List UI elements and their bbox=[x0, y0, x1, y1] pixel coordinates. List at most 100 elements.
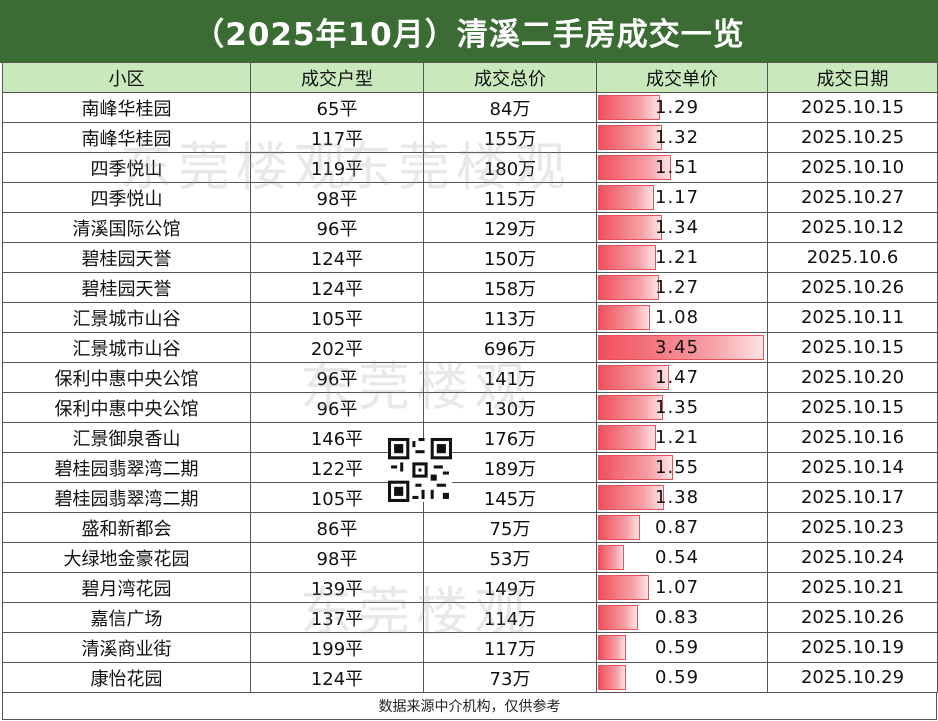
deal-date: 2025.10.19 bbox=[768, 633, 938, 663]
deal-date: 2025.10.6 bbox=[768, 243, 938, 273]
layout-size: 65平 bbox=[251, 93, 424, 123]
community-name: 汇景城市山谷 bbox=[3, 333, 251, 363]
header-date: 成交日期 bbox=[768, 63, 938, 93]
layout-size: 86平 bbox=[251, 513, 424, 543]
qr-code-icon bbox=[388, 438, 452, 502]
unit-price-cell: 1.47 bbox=[597, 363, 768, 393]
unit-price-bar bbox=[598, 605, 638, 630]
deal-date: 2025.10.25 bbox=[768, 123, 938, 153]
unit-price-bar bbox=[598, 395, 663, 420]
community-name: 汇景城市山谷 bbox=[3, 303, 251, 333]
deal-date: 2025.10.21 bbox=[768, 573, 938, 603]
unit-price-bar bbox=[598, 95, 660, 120]
community-name: 清溪商业街 bbox=[3, 633, 251, 663]
total-price: 155万 bbox=[424, 123, 597, 153]
deal-date: 2025.10.11 bbox=[768, 303, 938, 333]
unit-price-value: 1.35 bbox=[655, 397, 700, 418]
community-name: 汇景御泉香山 bbox=[3, 423, 251, 453]
deal-date: 2025.10.15 bbox=[768, 333, 938, 363]
unit-price-cell: 1.38 bbox=[597, 483, 768, 513]
total-price: 129万 bbox=[424, 213, 597, 243]
page-title: （2025年10月）清溪二手房成交一览 bbox=[0, 0, 938, 63]
table-row: 清溪国际公馆 96平 129万 1.34 2025.10.12 bbox=[3, 213, 938, 243]
deal-date: 2025.10.10 bbox=[768, 153, 938, 183]
total-price: 696万 bbox=[424, 333, 597, 363]
layout-size: 137平 bbox=[251, 603, 424, 633]
unit-price-bar bbox=[598, 125, 662, 150]
unit-price-value: 1.21 bbox=[655, 247, 700, 268]
deal-date: 2025.10.27 bbox=[768, 183, 938, 213]
unit-price-cell: 1.35 bbox=[597, 393, 768, 423]
layout-size: 96平 bbox=[251, 363, 424, 393]
total-price: 73万 bbox=[424, 663, 597, 693]
unit-price-value: 0.83 bbox=[655, 607, 700, 628]
unit-price-bar bbox=[598, 515, 640, 540]
unit-price-cell: 1.07 bbox=[597, 573, 768, 603]
layout-size: 98平 bbox=[251, 183, 424, 213]
community-name: 碧桂园天誉 bbox=[3, 243, 251, 273]
deal-date: 2025.10.24 bbox=[768, 543, 938, 573]
total-price: 176万 bbox=[424, 423, 597, 453]
deal-date: 2025.10.16 bbox=[768, 423, 938, 453]
table-row: 大绿地金豪花园 98平 53万 0.54 2025.10.24 bbox=[3, 543, 938, 573]
transaction-table: 小区 成交户型 成交总价 成交单价 成交日期 南峰华桂园 65平 84万 1.29 20… bbox=[2, 62, 938, 693]
community-name: 康怡花园 bbox=[3, 663, 251, 693]
total-price: 158万 bbox=[424, 273, 597, 303]
unit-price-bar bbox=[598, 185, 654, 210]
unit-price-bar bbox=[598, 275, 659, 300]
unit-price-value: 1.29 bbox=[655, 97, 700, 118]
table-row: 嘉信广场 137平 114万 0.83 2025.10.26 bbox=[3, 603, 938, 633]
header-unit-price: 成交单价 bbox=[597, 63, 768, 93]
community-name: 盛和新都会 bbox=[3, 513, 251, 543]
deal-date: 2025.10.14 bbox=[768, 453, 938, 483]
unit-price-cell: 1.51 bbox=[597, 153, 768, 183]
unit-price-value: 0.87 bbox=[655, 517, 700, 538]
layout-size: 98平 bbox=[251, 543, 424, 573]
total-price: 130万 bbox=[424, 393, 597, 423]
unit-price-bar bbox=[598, 635, 626, 660]
total-price: 84万 bbox=[424, 93, 597, 123]
total-price: 115万 bbox=[424, 183, 597, 213]
deal-date: 2025.10.15 bbox=[768, 93, 938, 123]
unit-price-value: 0.54 bbox=[655, 547, 700, 568]
total-price: 180万 bbox=[424, 153, 597, 183]
layout-size: 199平 bbox=[251, 633, 424, 663]
deal-date: 2025.10.26 bbox=[768, 603, 938, 633]
total-price: 149万 bbox=[424, 573, 597, 603]
layout-size: 202平 bbox=[251, 333, 424, 363]
community-name: 碧桂园翡翠湾二期 bbox=[3, 453, 251, 483]
deal-date: 2025.10.23 bbox=[768, 513, 938, 543]
layout-size: 124平 bbox=[251, 243, 424, 273]
community-name: 四季悦山 bbox=[3, 183, 251, 213]
community-name: 南峰华桂园 bbox=[3, 123, 251, 153]
table-header-row: 小区 成交户型 成交总价 成交单价 成交日期 bbox=[3, 63, 938, 93]
table-row: 盛和新都会 86平 75万 0.87 2025.10.23 bbox=[3, 513, 938, 543]
layout-size: 124平 bbox=[251, 273, 424, 303]
table-row: 四季悦山 119平 180万 1.51 2025.10.10 bbox=[3, 153, 938, 183]
layout-size: 117平 bbox=[251, 123, 424, 153]
unit-price-value: 1.34 bbox=[655, 217, 700, 238]
table-row: 碧桂园天誉 124平 150万 1.21 2025.10.6 bbox=[3, 243, 938, 273]
unit-price-value: 3.45 bbox=[655, 337, 700, 358]
unit-price-cell: 1.17 bbox=[597, 183, 768, 213]
unit-price-bar bbox=[598, 455, 673, 480]
total-price: 141万 bbox=[424, 363, 597, 393]
table-row: 康怡花园 124平 73万 0.59 2025.10.29 bbox=[3, 663, 938, 693]
deal-date: 2025.10.26 bbox=[768, 273, 938, 303]
deal-date: 2025.10.17 bbox=[768, 483, 938, 513]
table-row: 四季悦山 98平 115万 1.17 2025.10.27 bbox=[3, 183, 938, 213]
total-price: 75万 bbox=[424, 513, 597, 543]
table-row: 保利中惠中央公馆 96平 141万 1.47 2025.10.20 bbox=[3, 363, 938, 393]
layout-size: 105平 bbox=[251, 303, 424, 333]
header-community: 小区 bbox=[3, 63, 251, 93]
unit-price-value: 1.08 bbox=[655, 307, 700, 328]
unit-price-value: 1.27 bbox=[655, 277, 700, 298]
table-row: 汇景御泉香山 146平 176万 1.21 2025.10.16 bbox=[3, 423, 938, 453]
total-price: 113万 bbox=[424, 303, 597, 333]
table-row: 汇景城市山谷 105平 113万 1.08 2025.10.11 bbox=[3, 303, 938, 333]
unit-price-cell: 0.59 bbox=[597, 633, 768, 663]
community-name: 保利中惠中央公馆 bbox=[3, 363, 251, 393]
layout-size: 96平 bbox=[251, 393, 424, 423]
unit-price-cell: 1.21 bbox=[597, 423, 768, 453]
